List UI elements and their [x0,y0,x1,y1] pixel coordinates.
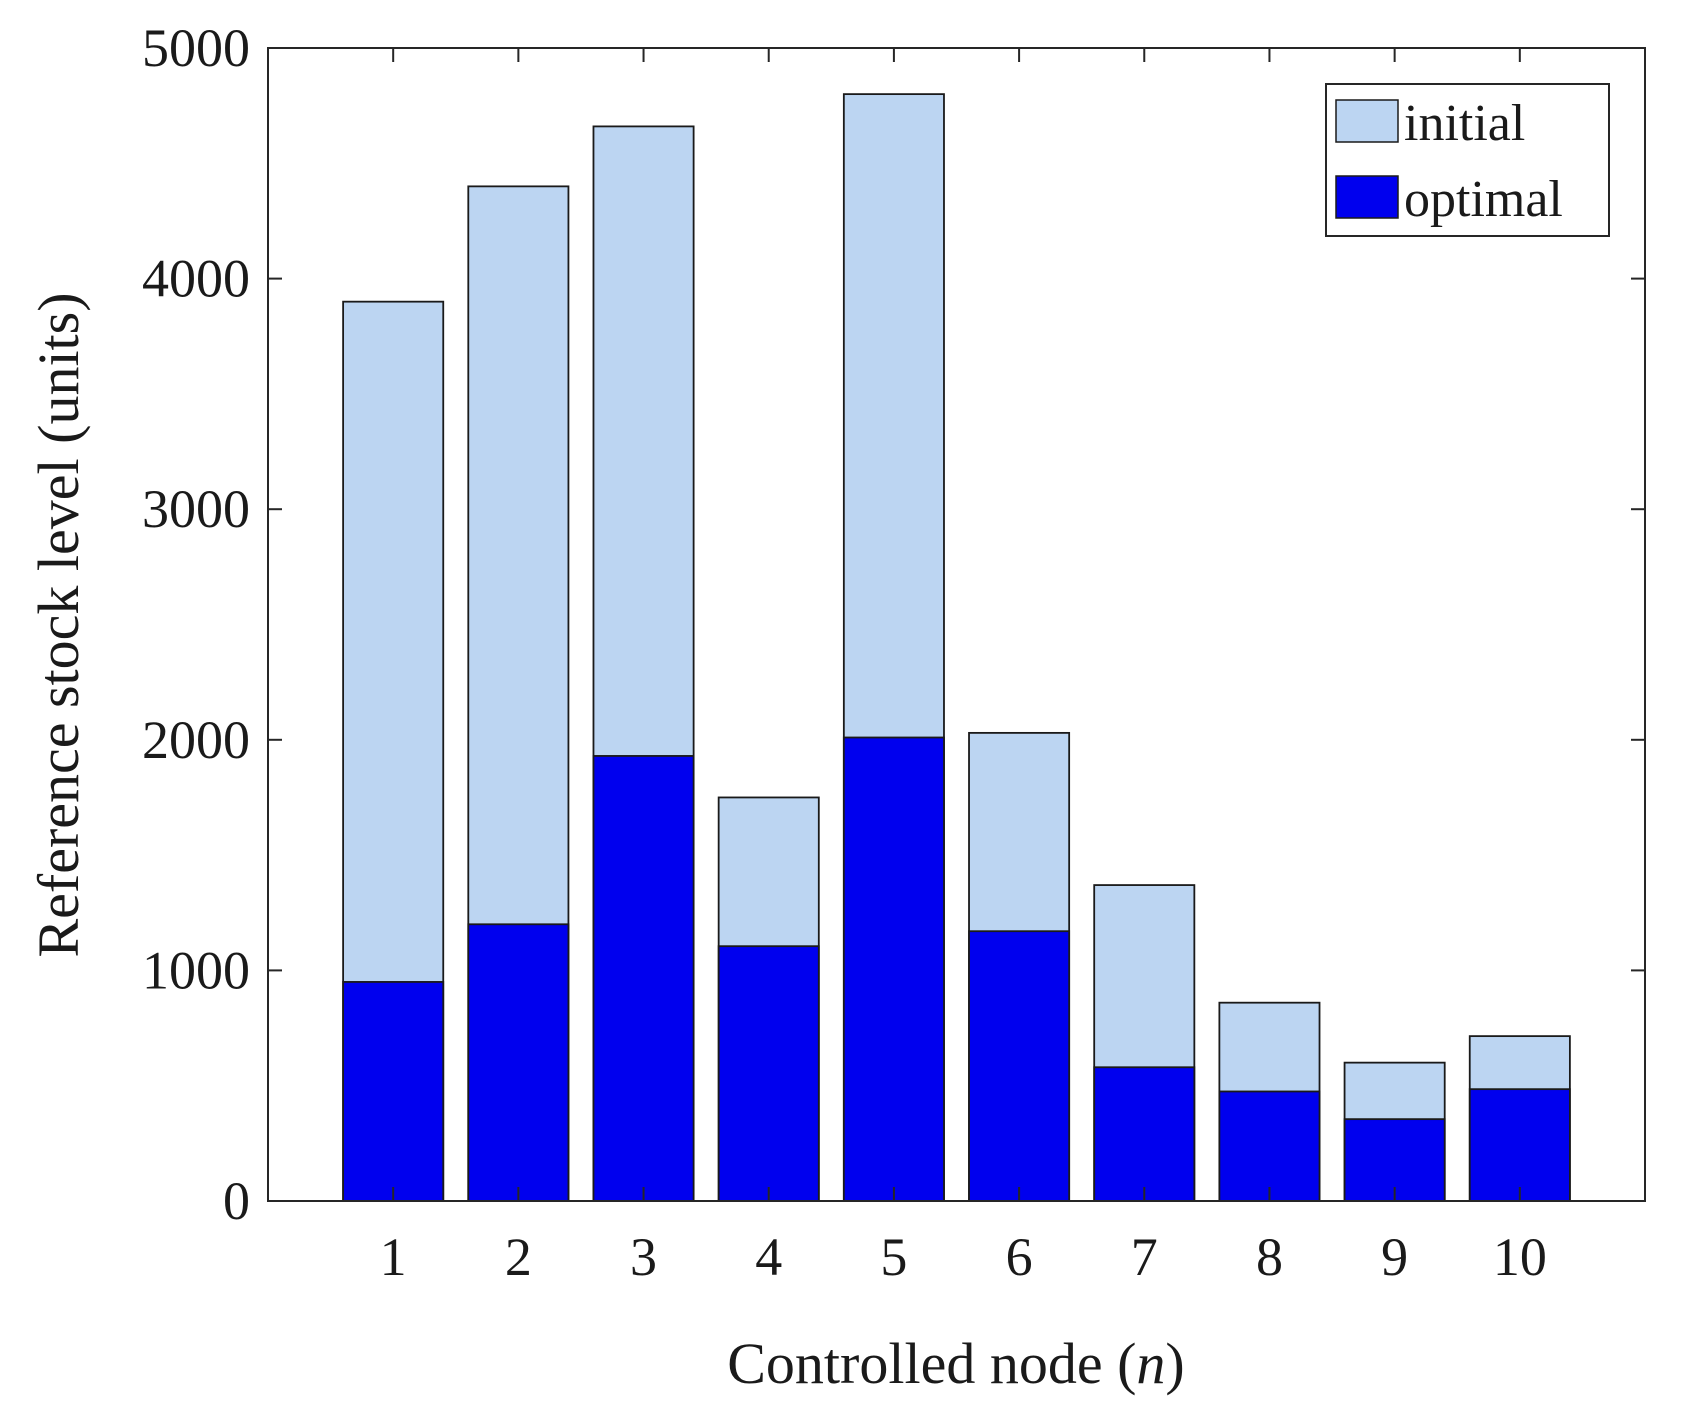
bars-layer [342,93,1571,1202]
bar-optimal-node-3 [592,755,695,1202]
plot-frame [267,47,1646,1202]
bar-optimal-node-1 [342,981,445,1202]
x-tick-label: 6 [1006,1227,1033,1287]
bar-optimal-node-10 [1468,1088,1571,1202]
legend-label-optimal: optimal [1404,171,1563,228]
x-axis-title-variable: n [1136,1331,1165,1396]
x-tick-label: 3 [630,1227,657,1287]
x-tick-label: 7 [1131,1227,1158,1287]
bar-optimal-node-4 [717,945,820,1202]
legend: initial optimal [1325,83,1610,237]
x-tick-label: 9 [1381,1227,1408,1287]
x-tick-label: 10 [1493,1227,1547,1287]
bar-optimal-node-8 [1218,1090,1321,1202]
x-tick-label: 1 [380,1227,407,1287]
x-tick-label: 8 [1256,1227,1283,1287]
x-axis-title: Controlled node (n) [727,1331,1185,1396]
y-tick-label: 4000 [142,249,250,309]
axis-labels: 0 1000 2000 3000 4000 5000 1 2 3 4 5 6 7 8 9 10 [142,18,1547,1287]
y-tick-label: 0 [223,1171,250,1231]
y-tick-label: 1000 [142,940,250,1000]
y-tick-label: 3000 [142,479,250,539]
bar-optimal-node-7 [1093,1066,1196,1202]
x-tick-label: 2 [505,1227,532,1287]
x-tick-label: 5 [880,1227,907,1287]
axis-ticks [268,47,1645,1202]
bar-optimal-node-2 [467,923,570,1202]
bar-optimal-node-6 [968,930,1071,1202]
bar-optimal-node-5 [842,736,945,1202]
x-tick-label: 4 [755,1227,782,1287]
legend-swatch-initial [1335,99,1399,143]
y-axis-title: Reference stock level (units) [26,292,91,957]
legend-label-initial: initial [1404,95,1525,152]
x-axis-title-text: Controlled node [727,1331,1102,1396]
y-tick-label: 5000 [142,18,250,78]
legend-swatch-optimal [1335,175,1399,219]
y-tick-label: 2000 [142,710,250,770]
